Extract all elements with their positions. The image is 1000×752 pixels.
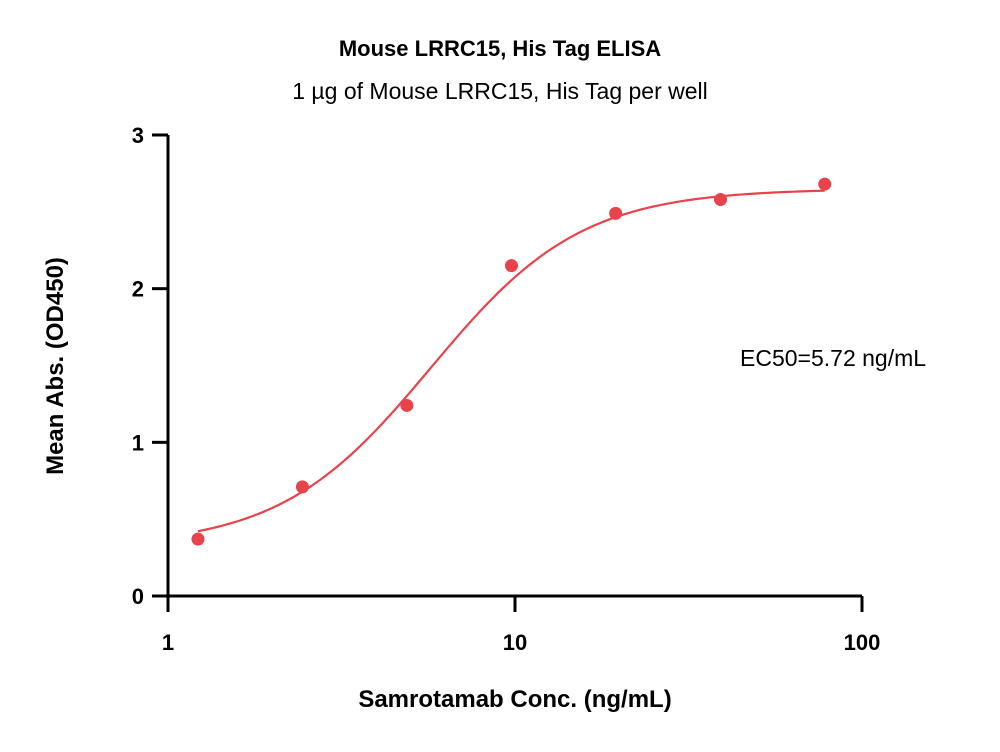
x-tick-label: 10 bbox=[503, 630, 527, 655]
ec50-annotation: EC50=5.72 ng/mL bbox=[740, 345, 927, 371]
data-point bbox=[191, 532, 205, 546]
data-point bbox=[818, 177, 832, 191]
y-tick-label: 2 bbox=[132, 277, 144, 302]
x-tick-label: 1 bbox=[162, 630, 174, 655]
data-point bbox=[609, 206, 623, 220]
chart-subtitle: 1 µg of Mouse LRRC15, His Tag per well bbox=[292, 78, 708, 104]
chart-title: Mouse LRRC15, His Tag ELISA bbox=[338, 36, 662, 61]
x-tick-label: 100 bbox=[844, 630, 881, 655]
data-point bbox=[504, 259, 518, 273]
data-point bbox=[713, 193, 727, 207]
y-tick-label: 1 bbox=[132, 430, 144, 455]
y-tick-label: 3 bbox=[132, 123, 144, 148]
data-point bbox=[400, 398, 414, 412]
y-tick-label: 0 bbox=[132, 584, 144, 609]
x-axis-label: Samrotamab Conc. (ng/mL) bbox=[358, 686, 672, 713]
fit-curve bbox=[197, 189, 825, 533]
data-point bbox=[295, 480, 309, 494]
